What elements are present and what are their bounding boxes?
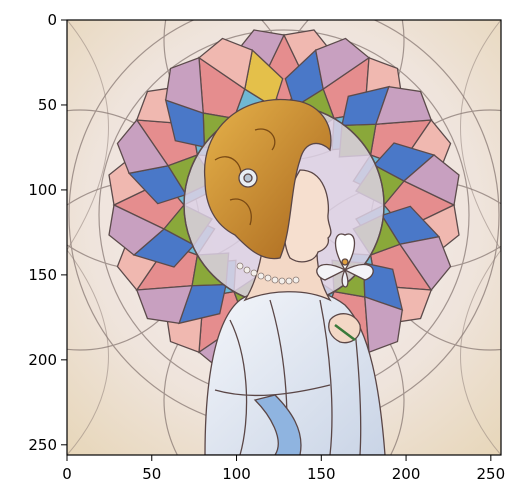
y-axis [61, 19, 67, 446]
y-tick-label: 100 [28, 181, 57, 199]
plot-frame [66, 19, 502, 456]
y-tick-label: 50 [38, 96, 57, 114]
x-tick-label: 150 [307, 465, 336, 483]
x-axis [66, 455, 492, 461]
x-tick-label: 0 [62, 465, 72, 483]
y-tick-label: 250 [28, 436, 57, 454]
y-tick-label: 150 [28, 266, 57, 284]
x-tick-label: 50 [142, 465, 161, 483]
y-tick-label: 0 [47, 11, 57, 29]
x-tick-label: 100 [222, 465, 251, 483]
x-tick-label: 200 [392, 465, 421, 483]
y-tick-label: 200 [28, 351, 57, 369]
x-tick-label: 250 [477, 465, 506, 483]
